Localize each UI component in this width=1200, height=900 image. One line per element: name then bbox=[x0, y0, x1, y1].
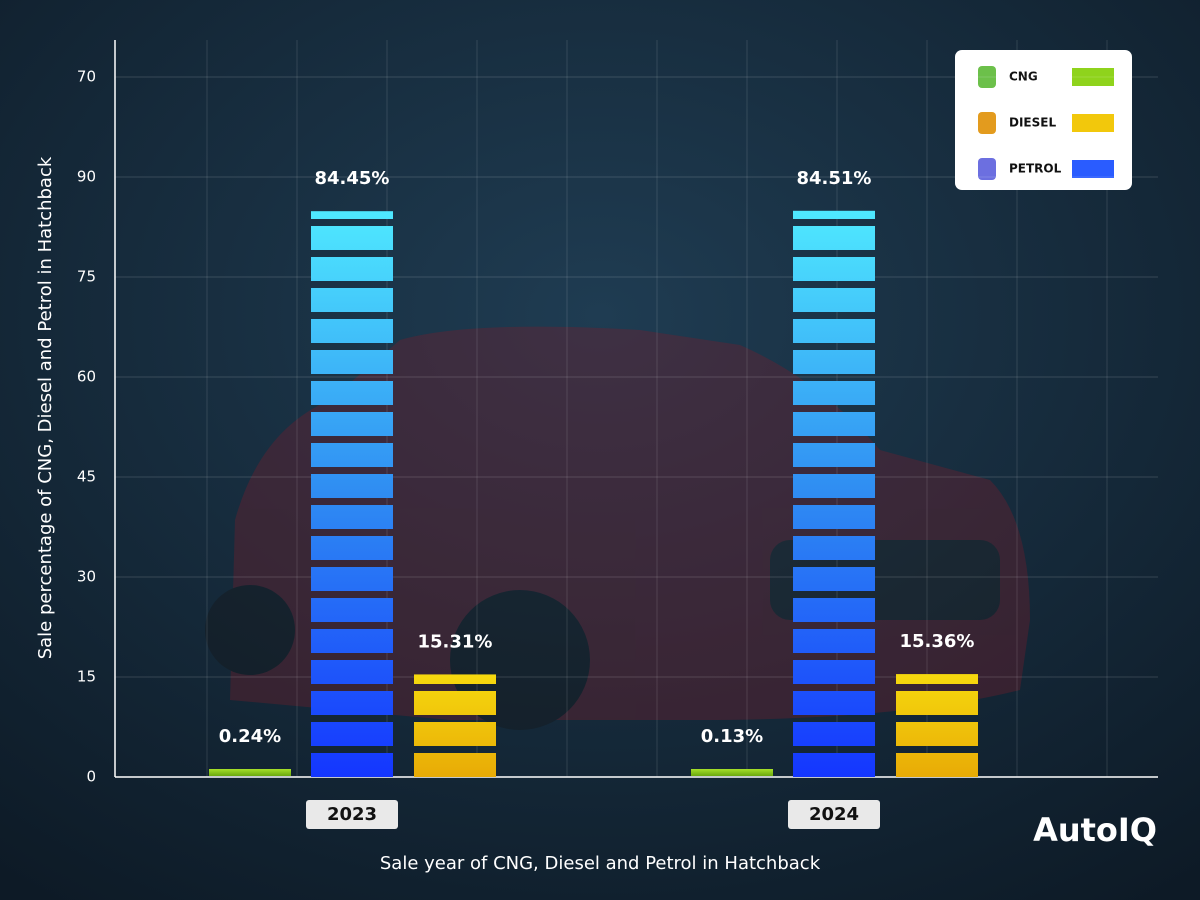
legend-swatch bbox=[1072, 114, 1114, 132]
legend: CNG DIESEL PETROL bbox=[955, 50, 1132, 190]
y-tick-label: 70 bbox=[77, 68, 96, 86]
value-label: 15.36% bbox=[900, 631, 975, 652]
value-label: 0.13% bbox=[701, 726, 763, 747]
legend-icon bbox=[978, 66, 996, 88]
bar bbox=[793, 210, 875, 777]
legend-swatch bbox=[1072, 68, 1114, 86]
legend-swatch bbox=[1072, 160, 1114, 178]
x-axis-title: Sale year of CNG, Diesel and Petrol in H… bbox=[380, 853, 821, 874]
value-label: 0.24% bbox=[219, 726, 281, 747]
legend-label: PETROL bbox=[1009, 162, 1062, 176]
legend-icon bbox=[978, 112, 996, 134]
x-tick-box bbox=[788, 800, 880, 829]
bar bbox=[414, 674, 496, 777]
y-tick-label: 15 bbox=[77, 668, 96, 686]
y-tick-label: 90 bbox=[77, 168, 96, 186]
x-tick-label: 2024 bbox=[809, 804, 859, 825]
y-tick-label: 30 bbox=[77, 568, 96, 586]
legend-label: DIESEL bbox=[1009, 116, 1056, 130]
y-axis-title: Sale percentage of CNG, Diesel and Petro… bbox=[35, 156, 56, 659]
x-tick-label: 2023 bbox=[327, 804, 377, 825]
y-tick-label: 75 bbox=[77, 268, 96, 286]
legend-label: CNG bbox=[1009, 70, 1038, 84]
bar bbox=[209, 769, 291, 776]
brand-logo: AutoIQ bbox=[1033, 811, 1157, 849]
value-label: 15.31% bbox=[418, 631, 493, 652]
y-tick-label: 0 bbox=[86, 768, 96, 786]
legend-icon bbox=[978, 158, 996, 180]
bar bbox=[311, 211, 393, 777]
value-label: 84.51% bbox=[797, 168, 872, 189]
y-tick-label: 45 bbox=[77, 468, 96, 486]
value-label: 84.45% bbox=[315, 168, 390, 189]
bar bbox=[691, 769, 773, 776]
bar bbox=[896, 674, 978, 777]
x-tick-box bbox=[306, 800, 398, 829]
y-tick-label: 60 bbox=[77, 368, 96, 386]
